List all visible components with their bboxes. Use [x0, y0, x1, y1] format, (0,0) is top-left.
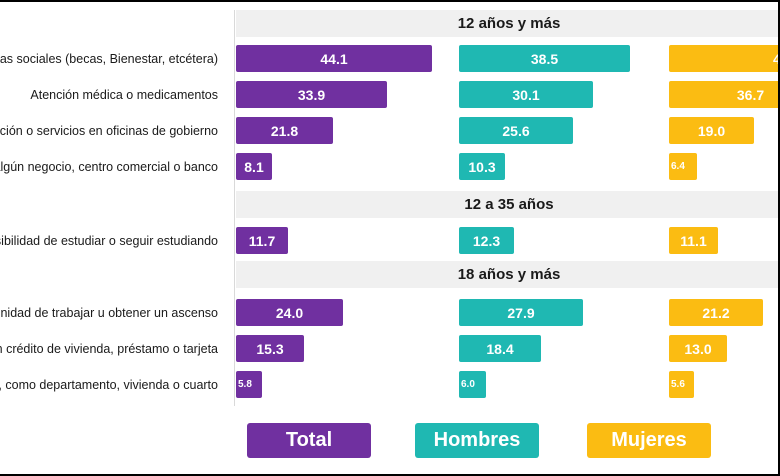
category-label: Algún crédito de vivienda, préstamo o ta… — [0, 342, 218, 356]
category-label: en algún negocio, centro comercial o ban… — [0, 160, 218, 174]
bar-mujeres: 11.1 — [669, 227, 718, 254]
category-label: Atención médica o medicamentos — [30, 88, 218, 102]
bar-total: 24.0 — [236, 299, 343, 326]
bar-hombres: 30.1 — [459, 81, 593, 108]
bar-hombres: 25.6 — [459, 117, 573, 144]
section-header: 12 a 35 años — [236, 191, 778, 218]
bar-hombres: 6.0 — [459, 371, 486, 398]
bar-total: 21.8 — [236, 117, 333, 144]
bar-hombres: 38.5 — [459, 45, 630, 72]
legend-hombres-button[interactable]: Hombres — [415, 423, 539, 458]
bar-hombres: 12.3 — [459, 227, 514, 254]
bar-mujeres: 21.2 — [669, 299, 763, 326]
bar-hombres: 18.4 — [459, 335, 541, 362]
legend-total-button[interactable]: Total — [247, 423, 371, 458]
bar-mujeres: 36.7 — [669, 81, 778, 108]
category-label: vivir, como departamento, vivienda o cua… — [0, 378, 218, 392]
legend-mujeres-button[interactable]: Mujeres — [587, 423, 711, 458]
section-header: 12 años y más — [236, 10, 778, 37]
bar-total: 8.1 — [236, 153, 272, 180]
bar-total: 44.1 — [236, 45, 432, 72]
bar-mujeres: 19.0 — [669, 117, 754, 144]
bar-total: 15.3 — [236, 335, 304, 362]
bar-total: 5.8 — [236, 371, 262, 398]
bar-mujeres: 13.0 — [669, 335, 727, 362]
bar-mujeres: 4 — [669, 45, 778, 72]
bar-total: 11.7 — [236, 227, 288, 254]
category-label: portunidad de trabajar u obtener un asce… — [0, 306, 218, 320]
category-label: Atención o servicios en oficinas de gobi… — [0, 124, 218, 138]
category-label: gramas sociales (becas, Bienestar, etcét… — [0, 52, 218, 66]
category-label: Posibilidad de estudiar o seguir estudia… — [0, 234, 218, 248]
bar-hombres: 27.9 — [459, 299, 583, 326]
section-header: 18 años y más — [236, 261, 778, 288]
bar-hombres: 10.3 — [459, 153, 505, 180]
bar-mujeres: 6.4 — [669, 153, 697, 180]
axis-divider — [234, 10, 235, 406]
bar-total: 33.9 — [236, 81, 387, 108]
bar-mujeres: 5.6 — [669, 371, 694, 398]
